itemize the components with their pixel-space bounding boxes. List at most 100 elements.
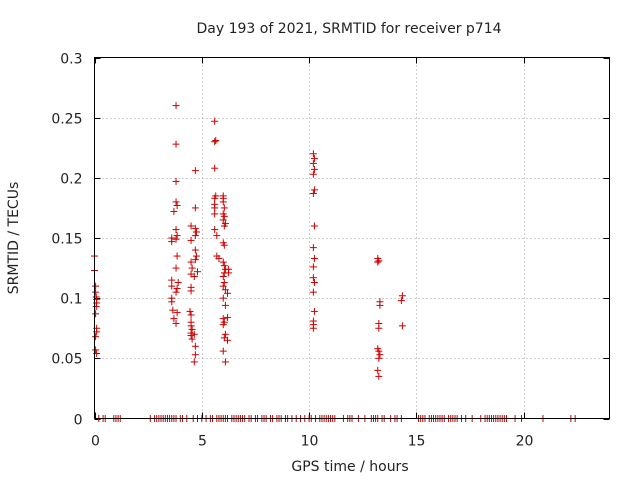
data-point bbox=[211, 117, 219, 125]
data-point bbox=[191, 246, 199, 254]
data-point bbox=[170, 315, 178, 323]
data-point bbox=[92, 282, 100, 290]
x-tick-label: 10 bbox=[301, 434, 319, 450]
data-point bbox=[188, 264, 196, 272]
data-point bbox=[224, 289, 232, 297]
data-point bbox=[211, 194, 219, 202]
plot-frame bbox=[94, 57, 610, 419]
data-point bbox=[172, 226, 180, 234]
data-point bbox=[170, 208, 178, 216]
data-point bbox=[168, 298, 176, 306]
data-point bbox=[191, 204, 199, 212]
data-point bbox=[309, 170, 317, 178]
data-point bbox=[219, 273, 227, 281]
y-tick-label: 0.1 bbox=[60, 292, 82, 308]
y-tick-label: 0.05 bbox=[51, 352, 82, 368]
data-point bbox=[92, 333, 100, 341]
data-point bbox=[374, 258, 382, 266]
data-point bbox=[168, 282, 176, 290]
x-tick-label: 20 bbox=[516, 434, 534, 450]
data-point bbox=[309, 274, 317, 282]
data-point bbox=[169, 306, 177, 314]
data-point bbox=[310, 222, 318, 230]
data-point bbox=[221, 358, 229, 366]
data-point bbox=[310, 186, 318, 194]
data-point bbox=[191, 351, 199, 359]
data-point bbox=[309, 159, 317, 167]
data-point bbox=[187, 311, 195, 319]
data-point bbox=[397, 297, 405, 305]
data-point bbox=[172, 140, 180, 148]
x-axis-label: GPS time / hours bbox=[291, 459, 408, 475]
data-point bbox=[310, 254, 318, 262]
data-point bbox=[213, 232, 221, 240]
data-point bbox=[191, 342, 199, 350]
data-point bbox=[221, 330, 229, 338]
data-point bbox=[186, 307, 194, 315]
data-point bbox=[219, 315, 227, 323]
data-point bbox=[168, 276, 176, 284]
data-point bbox=[220, 222, 228, 230]
x-tick-label: 15 bbox=[408, 434, 426, 450]
data-point bbox=[173, 309, 181, 317]
y-tick-label: 0.25 bbox=[51, 112, 82, 128]
data-point bbox=[309, 150, 317, 158]
data-point bbox=[191, 224, 199, 232]
chart-title: Day 193 of 2021, SRMTID for receiver p71… bbox=[196, 21, 501, 37]
data-point bbox=[219, 321, 227, 329]
data-point bbox=[398, 292, 406, 300]
data-point bbox=[190, 358, 198, 366]
data-point bbox=[172, 102, 180, 110]
data-point bbox=[215, 254, 223, 262]
data-point bbox=[375, 347, 383, 355]
data-point bbox=[211, 226, 219, 234]
x-axis-ticks: 0 5 10 15 20 bbox=[91, 57, 534, 450]
data-point bbox=[172, 264, 180, 272]
grid-lines bbox=[94, 57, 610, 419]
data-point bbox=[188, 335, 196, 343]
data-point bbox=[187, 222, 195, 230]
data-point bbox=[191, 256, 199, 264]
data-point bbox=[211, 210, 219, 218]
y-tick-label: 0.15 bbox=[51, 232, 82, 248]
data-point bbox=[309, 263, 317, 271]
data-point bbox=[173, 285, 181, 293]
y-tick-label: 0.3 bbox=[60, 52, 82, 68]
data-point bbox=[221, 301, 229, 309]
data-point bbox=[192, 252, 200, 260]
data-point bbox=[219, 258, 227, 266]
data-point bbox=[92, 346, 100, 354]
data-point bbox=[187, 236, 195, 244]
data-point bbox=[191, 167, 199, 175]
data-point bbox=[310, 165, 318, 173]
data-point bbox=[310, 307, 318, 315]
data-point bbox=[398, 322, 406, 330]
data-point bbox=[375, 257, 383, 265]
data-point bbox=[224, 336, 232, 344]
data-point bbox=[376, 301, 384, 309]
data-point bbox=[168, 238, 176, 246]
data-point bbox=[173, 252, 181, 260]
data-point bbox=[375, 354, 383, 362]
data-point bbox=[194, 268, 201, 276]
data-point bbox=[309, 244, 317, 252]
data-point bbox=[172, 235, 180, 243]
data-point bbox=[173, 202, 181, 210]
data-point bbox=[191, 232, 199, 240]
data-point bbox=[310, 279, 318, 287]
data-point bbox=[219, 198, 227, 206]
data-point bbox=[212, 137, 220, 145]
data-point bbox=[190, 330, 198, 338]
data-point bbox=[220, 241, 228, 249]
data-point bbox=[92, 288, 100, 296]
data-point bbox=[374, 366, 382, 374]
data-point bbox=[219, 216, 227, 224]
data-point bbox=[376, 351, 384, 359]
data-point bbox=[225, 269, 233, 277]
y-tick-label: 0.2 bbox=[60, 172, 82, 188]
data-point bbox=[221, 286, 229, 294]
data-point bbox=[172, 177, 180, 185]
data-point bbox=[375, 372, 383, 380]
